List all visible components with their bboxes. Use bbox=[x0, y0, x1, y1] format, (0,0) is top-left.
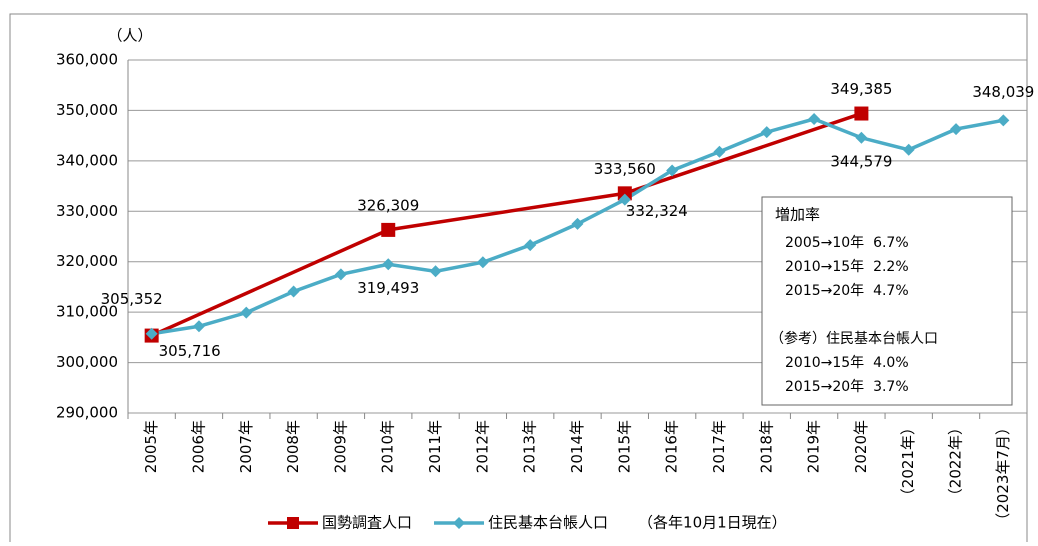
legend-label: 住民基本台帳人口 bbox=[488, 514, 608, 532]
x-tick-label: 2014年 bbox=[568, 420, 586, 473]
series-line bbox=[387, 191, 626, 232]
x-tick-label: 2007年 bbox=[237, 420, 255, 473]
data-label: 305,716 bbox=[159, 342, 221, 360]
y-tick-label: 320,000 bbox=[56, 252, 118, 270]
y-unit: （人） bbox=[107, 27, 152, 45]
x-tick-label: 2020年 bbox=[852, 420, 870, 473]
x-tick-label: 2008年 bbox=[284, 420, 302, 473]
x-tick-label: 2009年 bbox=[331, 420, 349, 473]
x-tick-label: 2011年 bbox=[426, 420, 444, 473]
marker bbox=[950, 123, 963, 136]
marker bbox=[760, 126, 773, 139]
marker bbox=[334, 268, 347, 281]
marker bbox=[476, 256, 489, 269]
marker bbox=[287, 285, 300, 298]
x-tick-label: 2006年 bbox=[189, 420, 207, 473]
y-tick-label: 330,000 bbox=[56, 202, 118, 220]
y-tick-label: 350,000 bbox=[56, 101, 118, 119]
marker bbox=[666, 164, 679, 177]
series-line bbox=[150, 228, 389, 338]
marker bbox=[855, 131, 868, 144]
marker bbox=[429, 265, 442, 278]
y-tick-label: 310,000 bbox=[56, 303, 118, 321]
marker bbox=[145, 327, 158, 340]
x-tick-label: 2012年 bbox=[473, 420, 491, 473]
y-tick-label: 360,000 bbox=[56, 51, 118, 69]
marker bbox=[713, 145, 726, 158]
y-tick-label: 290,000 bbox=[56, 404, 118, 422]
series-line bbox=[624, 111, 862, 195]
x-tick-label: 2019年 bbox=[805, 420, 823, 473]
x-tick-label: 2016年 bbox=[663, 420, 681, 473]
legend-marker bbox=[453, 517, 466, 529]
annotation-line: 2010→15年 2.2% bbox=[785, 259, 909, 275]
marker bbox=[382, 258, 395, 271]
marker bbox=[524, 239, 537, 252]
x-tick-label: 2017年 bbox=[710, 420, 728, 473]
marker bbox=[808, 113, 821, 126]
x-tick-label: 2015年 bbox=[615, 420, 633, 473]
marker bbox=[381, 222, 396, 237]
y-tick-label: 300,000 bbox=[56, 353, 118, 371]
data-label: 319,493 bbox=[357, 279, 419, 297]
annotation-box bbox=[761, 196, 1013, 406]
x-tick-label: （2023年7月） bbox=[994, 420, 1012, 528]
marker bbox=[571, 217, 584, 230]
data-label: 344,579 bbox=[830, 152, 892, 170]
annotation-line: 2005→10年 6.7% bbox=[785, 235, 909, 251]
x-tick-label: 2018年 bbox=[757, 420, 775, 473]
chart-border bbox=[9, 13, 1028, 546]
legend-marker bbox=[287, 517, 299, 529]
marker bbox=[997, 114, 1010, 127]
legend-label: 国勢調査人口 bbox=[322, 514, 412, 532]
marker bbox=[618, 193, 631, 206]
legend-note: （各年10月1日現在） bbox=[638, 514, 787, 532]
y-tick-label: 340,000 bbox=[56, 151, 118, 169]
annotation-title: 増加率 bbox=[775, 206, 820, 224]
data-label: 333,560 bbox=[594, 160, 656, 178]
annotation-line: 2015→20年 4.7% bbox=[785, 283, 909, 299]
marker bbox=[192, 320, 205, 333]
x-tick-label: 2005年 bbox=[142, 420, 160, 473]
x-tick-label: 2013年 bbox=[521, 420, 539, 473]
marker bbox=[240, 306, 253, 319]
annotation-line: 2015→20年 3.7% bbox=[785, 379, 909, 395]
annotation-line: （参考）住民基本台帳人口 bbox=[770, 330, 938, 347]
data-label: 305,352 bbox=[101, 290, 163, 308]
x-tick-label: 2010年 bbox=[379, 420, 397, 473]
annotation-line: 2010→15年 4.0% bbox=[785, 355, 909, 371]
marker bbox=[854, 106, 869, 121]
marker bbox=[902, 143, 915, 156]
data-label: 326,309 bbox=[357, 196, 419, 214]
x-tick-label: （2021年） bbox=[899, 420, 917, 503]
x-tick-label: （2022年） bbox=[947, 420, 965, 503]
data-label: 349,385 bbox=[830, 80, 892, 98]
marker bbox=[617, 186, 632, 201]
data-label: 332,324 bbox=[626, 202, 688, 220]
data-label: 348,039 bbox=[972, 83, 1034, 101]
